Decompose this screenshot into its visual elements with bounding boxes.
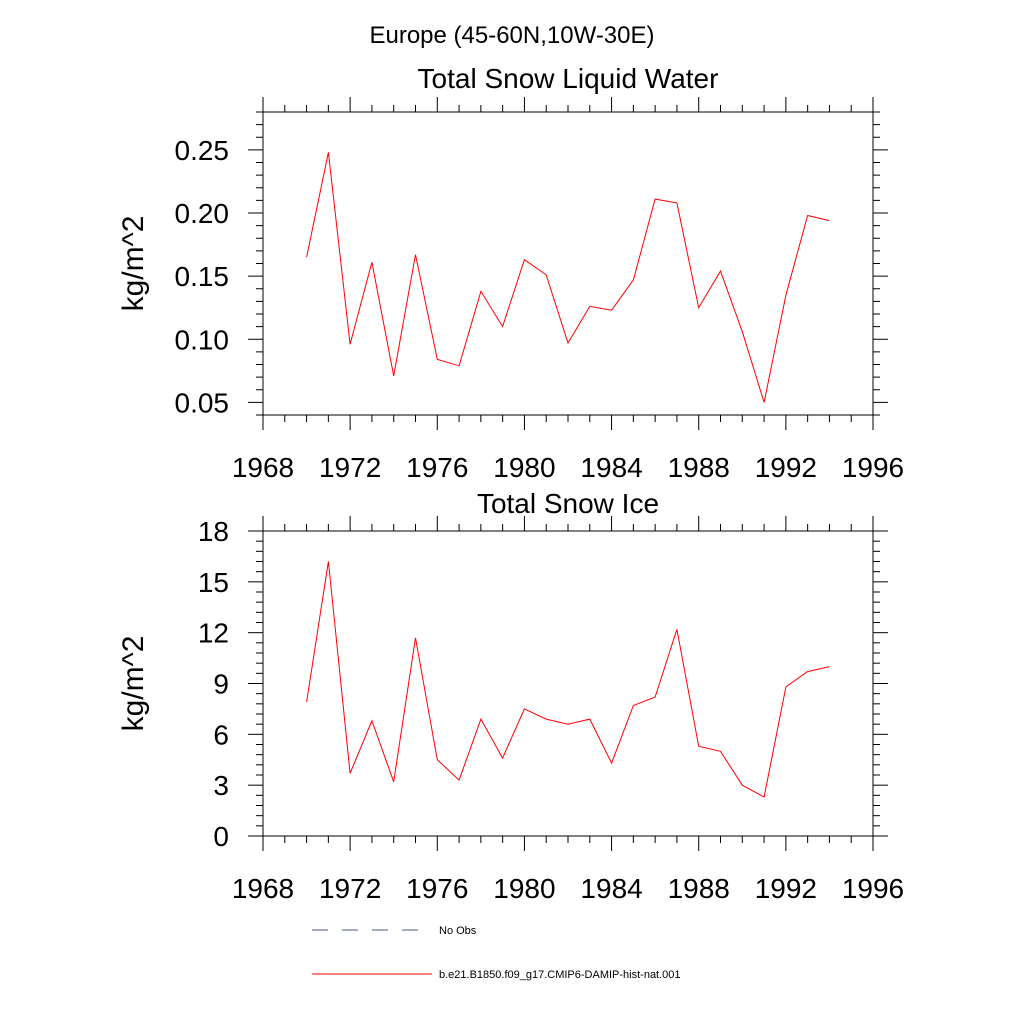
legend: No Obs b.e21.B1850.f09_g17.CMIP6-DAMIP-hi… (312, 925, 681, 981)
chart-panel-2: Total Snow Ice kg/m^2 1968 1972 1976 1980 1984… (117, 488, 904, 904)
y-tick-label: 0.15 (175, 261, 230, 292)
legend-label-1: No Obs (439, 925, 477, 937)
plot-frame (262, 111, 874, 416)
x-tick-label: 1996 (842, 873, 904, 904)
x-tick-label: 1988 (668, 452, 730, 483)
series-line-1 (306, 152, 830, 403)
series-line-1 (306, 561, 830, 798)
chart-panels: Total Snow Liquid Water kg/m^2 1968 1972 197… (117, 63, 904, 904)
page-title: Europe (45-60N,10W-30E) (369, 22, 654, 49)
x-tick-label: 1980 (493, 873, 555, 904)
x-tick-label: 1992 (755, 873, 817, 904)
y-tick-label: 0 (213, 821, 229, 852)
chart-title: Total Snow Liquid Water (418, 63, 719, 94)
x-tick-label: 1996 (842, 452, 904, 483)
y-tick-label: 0.10 (175, 324, 230, 355)
x-tick-label: 1984 (580, 452, 642, 483)
y-axis-label: kg/m^2 (117, 216, 150, 312)
x-tick-label: 1984 (580, 873, 642, 904)
y-tick-label: 0.25 (175, 135, 230, 166)
x-tick-label: 1992 (755, 452, 817, 483)
x-tick-label: 1980 (493, 452, 555, 483)
x-tick-label: 1968 (232, 452, 294, 483)
y-tick-label: 6 (213, 719, 229, 750)
y-tick-label: 15 (198, 567, 229, 598)
y-tick-label: 3 (213, 770, 229, 801)
x-tick-label: 1972 (319, 452, 381, 483)
y-tick-label: 12 (198, 618, 229, 649)
y-axis-label: kg/m^2 (117, 636, 150, 732)
chart-title: Total Snow Ice (477, 488, 659, 519)
y-tick-label: 9 (213, 669, 229, 700)
x-tick-label: 1976 (406, 873, 468, 904)
y-tick-label: 0.05 (175, 387, 230, 418)
x-tick-label: 1988 (668, 873, 730, 904)
y-tick-label: 18 (198, 516, 229, 547)
x-tick-label: 1976 (406, 452, 468, 483)
x-tick-label: 1968 (232, 873, 294, 904)
x-tick-label: 1972 (319, 873, 381, 904)
legend-label-2: b.e21.B1850.f09_g17.CMIP6-DAMIP-hist-nat… (439, 969, 681, 981)
chart-panel-1: Total Snow Liquid Water kg/m^2 1968 1972 197… (117, 63, 904, 483)
y-tick-label: 0.20 (175, 198, 230, 229)
plot-frame (262, 530, 874, 837)
